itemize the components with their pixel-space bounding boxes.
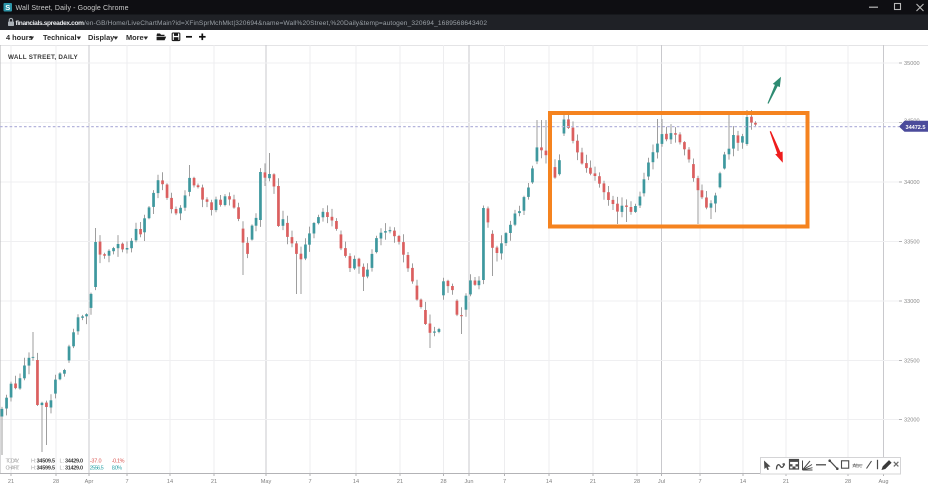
svg-text:31429.0: 31429.0 [65, 465, 83, 471]
svg-text:34429.0: 34429.0 [65, 459, 83, 465]
svg-text:7: 7 [698, 479, 701, 485]
svg-text:CHART:: CHART: [6, 465, 21, 471]
svg-text:21: 21 [590, 479, 596, 485]
svg-text:14: 14 [167, 479, 173, 485]
svg-text:Aug: Aug [879, 479, 889, 485]
svg-text:L:: L: [60, 459, 65, 465]
svg-text:Wall Street, Daily - Google Ch: Wall Street, Daily - Google Chrome [16, 5, 129, 12]
svg-text:7: 7 [125, 479, 128, 485]
svg-text:WALL STREET, DAILY: WALL STREET, DAILY [8, 54, 78, 61]
svg-text:34000: 34000 [904, 180, 920, 186]
svg-text:14: 14 [740, 479, 746, 485]
svg-text:28: 28 [845, 479, 851, 485]
svg-text:2556.5: 2556.5 [90, 465, 104, 471]
svg-text:7: 7 [308, 479, 311, 485]
svg-text:21: 21 [783, 479, 789, 485]
svg-text:Apr: Apr [85, 479, 94, 485]
svg-text:14: 14 [353, 479, 359, 485]
svg-text:Jul: Jul [658, 479, 665, 485]
svg-text:21: 21 [397, 479, 403, 485]
svg-text:L:: L: [60, 465, 65, 471]
svg-text:H:: H: [31, 459, 37, 465]
svg-text:financials.spreadex.com: financials.spreadex.com [16, 20, 85, 27]
svg-text:S: S [5, 3, 10, 12]
svg-text:4 hours: 4 hours [6, 33, 33, 42]
svg-text:32500: 32500 [904, 359, 920, 365]
svg-text:More: More [126, 33, 144, 42]
svg-text:14: 14 [546, 479, 552, 485]
svg-text:May: May [261, 479, 272, 485]
svg-text:33500: 33500 [904, 240, 920, 246]
svg-text:H:: H: [31, 465, 37, 471]
svg-text:TODAY:: TODAY: [6, 459, 20, 465]
svg-text:34472.5: 34472.5 [906, 125, 926, 131]
svg-text:Display: Display [88, 33, 115, 42]
svg-text:28: 28 [634, 479, 640, 485]
svg-text:Abc: Abc [853, 463, 863, 469]
svg-text:7: 7 [503, 479, 506, 485]
svg-text:/en-GB/Home/LiveChartMain?id=X: /en-GB/Home/LiveChartMain?id=XFinSprMchM… [84, 20, 487, 27]
svg-text:21: 21 [211, 479, 217, 485]
svg-text:8.0%: 8.0% [112, 465, 123, 471]
svg-text:21: 21 [8, 479, 14, 485]
svg-text:34509.5: 34509.5 [37, 459, 55, 465]
svg-text:35000: 35000 [904, 61, 920, 67]
svg-text:28: 28 [440, 479, 446, 485]
svg-text:-37.0: -37.0 [90, 459, 102, 465]
svg-text:33000: 33000 [904, 299, 920, 305]
svg-text:28: 28 [53, 479, 59, 485]
svg-text:34599.5: 34599.5 [37, 465, 55, 471]
svg-text:Jun: Jun [464, 479, 473, 485]
svg-text:-0.1%: -0.1% [112, 459, 125, 465]
svg-text:32000: 32000 [904, 418, 920, 424]
svg-text:Technical: Technical [43, 33, 77, 42]
